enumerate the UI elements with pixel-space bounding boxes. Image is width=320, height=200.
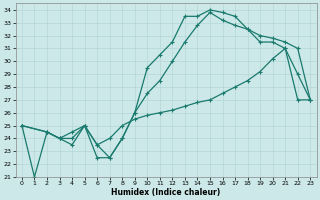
X-axis label: Humidex (Indice chaleur): Humidex (Indice chaleur) — [111, 188, 221, 197]
